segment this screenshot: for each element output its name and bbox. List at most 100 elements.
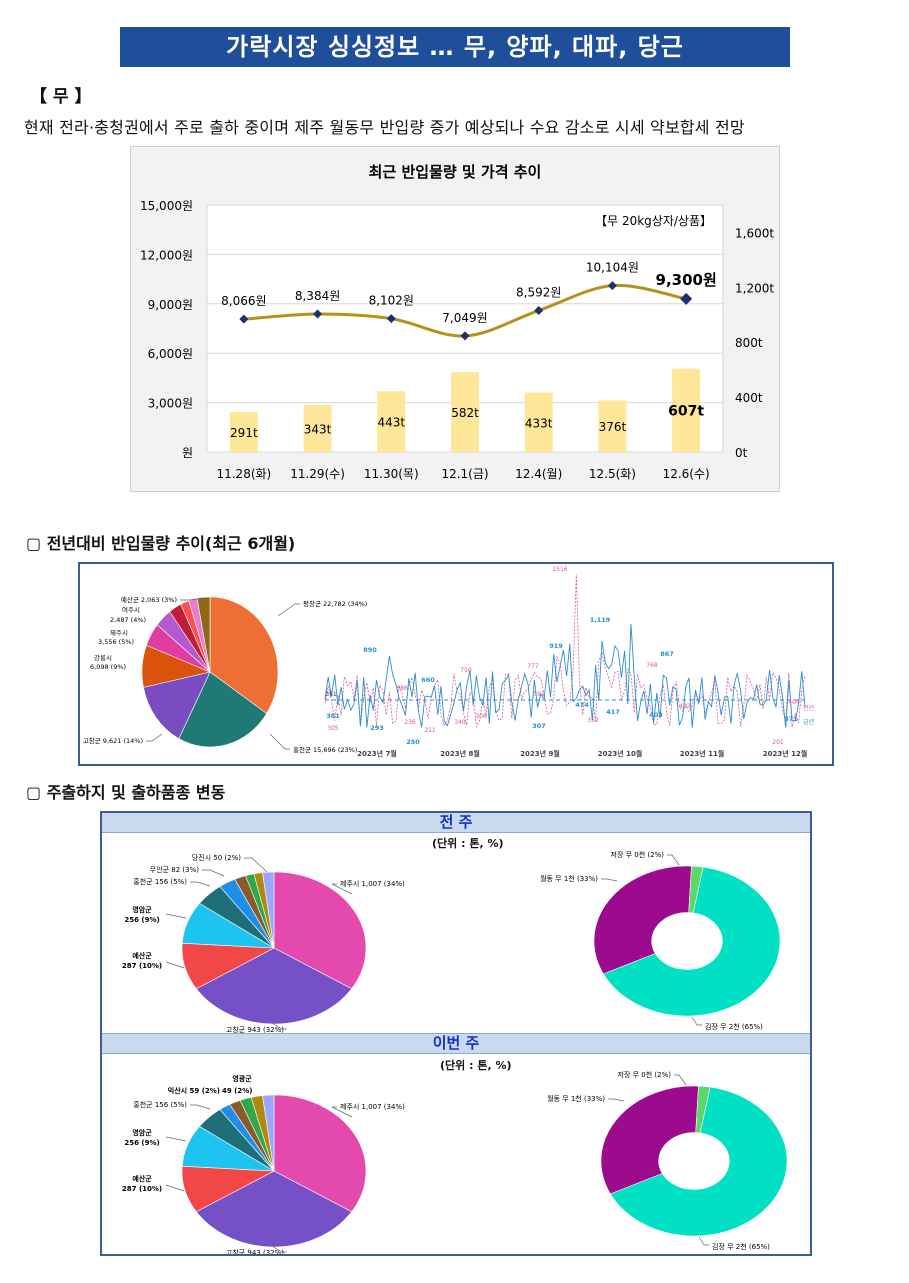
yoy-subhead: ▢ 전년대비 반입물량 추이(최근 6개월) bbox=[26, 534, 296, 553]
previous-value-label: 777 bbox=[527, 663, 539, 670]
right-tick-label: 1,200t bbox=[735, 281, 774, 295]
right-tick-label: 1,600t bbox=[735, 226, 774, 240]
previous-year-line bbox=[324, 573, 806, 729]
slice-label: 49 (2%) bbox=[222, 1087, 252, 1095]
shipping-subhead: ▢ 주출하지 및 출하품종 변동 bbox=[26, 783, 226, 802]
slice-label: 고창군 943 (32%) bbox=[226, 1249, 284, 1254]
leader-line bbox=[165, 961, 185, 969]
x-tick-label: 2023년 8월 bbox=[440, 749, 480, 758]
volume-bar bbox=[377, 391, 406, 452]
pie-slice bbox=[196, 596, 211, 673]
right-tick-label: 0t bbox=[735, 446, 748, 460]
leader-line bbox=[331, 1106, 353, 1118]
price-marker bbox=[680, 292, 693, 305]
slice-label: 영암군 bbox=[132, 1128, 152, 1137]
pie-slice bbox=[262, 1094, 275, 1172]
price-label: 8,384원 bbox=[295, 289, 340, 303]
slice-label: 익산시 59 (2%) bbox=[168, 1086, 220, 1095]
price-volume-chart: 최근 반입물량 및 가격 추이 15,000원 12,000원 9,000원 6,000… bbox=[130, 146, 780, 492]
this-week-unit: (단위 : 톤, %) bbox=[440, 1059, 512, 1072]
leader-line bbox=[146, 733, 163, 742]
leader-line bbox=[165, 1136, 187, 1142]
leader-line bbox=[271, 1022, 287, 1030]
leader-line bbox=[190, 1104, 211, 1110]
current-value-label: 250 bbox=[406, 738, 420, 746]
previous-value-label: 750 bbox=[460, 667, 472, 674]
x-tick-label: 2023년 12월 bbox=[763, 749, 808, 758]
leader-line bbox=[331, 883, 353, 895]
slice-label: 예산군 bbox=[132, 1174, 152, 1183]
pie-slice bbox=[593, 865, 692, 975]
volume-label: 582t bbox=[451, 406, 479, 420]
previous-value-label: 236 bbox=[404, 719, 416, 726]
slice-label: 월동 무 1천 (33%) bbox=[540, 874, 598, 883]
leader-line bbox=[165, 1184, 185, 1192]
right-tick-label: 800t bbox=[735, 336, 763, 350]
slice-label: 영암군 bbox=[132, 905, 152, 914]
legend-current: 금년 bbox=[803, 718, 814, 726]
pie-slice bbox=[178, 671, 268, 748]
price-label: 7,049원 bbox=[442, 311, 487, 325]
previous-value-label: 349 bbox=[454, 719, 466, 726]
slice-label: 예산군 2,063 (3%) bbox=[121, 595, 177, 604]
left-tick-label: 3,000원 bbox=[148, 397, 193, 411]
current-value-label: 1,119 bbox=[590, 616, 611, 624]
yoy-volume-svg: 평창군 22,782 (34%) 홍천군 15,696 (23%) 고창군 9,62… bbox=[83, 566, 814, 758]
leader-line bbox=[691, 1016, 702, 1026]
slice-label: 3,556 (5%) bbox=[98, 638, 134, 646]
volume-bar bbox=[229, 412, 258, 452]
slice-label: 당진시 50 (2%) bbox=[192, 853, 242, 862]
current-value-label: 867 bbox=[660, 650, 674, 658]
slice-label: 제주시 bbox=[110, 629, 128, 637]
x-tick-label: 12.1(금) bbox=[441, 467, 488, 481]
slice-label: 저장 무 0천 (2%) bbox=[618, 1070, 672, 1079]
pie-slice bbox=[273, 871, 367, 990]
price-marker bbox=[460, 331, 470, 341]
previous-value-label: 351 bbox=[325, 691, 337, 698]
slice-label: 무안군 82 (3%) bbox=[150, 865, 200, 874]
x-tick-label: 11.29(수) bbox=[290, 467, 345, 481]
x-tick-label: 2023년 7월 bbox=[357, 749, 397, 758]
current-value-label: 417 bbox=[606, 708, 620, 716]
current-value-label: 381 bbox=[326, 712, 340, 720]
section-label: 【 무 】 bbox=[30, 87, 92, 107]
slice-label: 256 (9%) bbox=[124, 916, 159, 924]
slice-label: 6,098 (9%) bbox=[90, 663, 126, 671]
previous-value-label: 768 bbox=[646, 662, 658, 669]
slice-label: 홍천군 156 (5%) bbox=[133, 877, 187, 886]
previous-value-label: 352 bbox=[587, 717, 599, 724]
pie-slice bbox=[688, 865, 704, 914]
leader-line bbox=[244, 857, 268, 873]
price-label: 8,102원 bbox=[369, 294, 414, 308]
current-value-label: 890 bbox=[363, 646, 377, 654]
price-marker bbox=[607, 281, 617, 291]
left-tick-label: 6,000원 bbox=[148, 347, 193, 361]
market-description: 현재 전라·충청권에서 주로 출하 중이며 제주 월동무 반입량 증가 예상되나… bbox=[24, 118, 745, 137]
slice-label: 여주시 bbox=[122, 605, 140, 614]
pie-slice bbox=[602, 866, 781, 1017]
volume-bar bbox=[598, 400, 627, 452]
leader-line bbox=[271, 1245, 287, 1253]
x-tick-label: 11.28(화) bbox=[216, 467, 271, 481]
price-marker bbox=[534, 306, 544, 316]
pie-slice bbox=[273, 1094, 367, 1213]
current-year-line bbox=[324, 623, 806, 728]
this-week-header: 이번 주 bbox=[102, 1033, 810, 1054]
slice-label: 강릉시 bbox=[94, 653, 112, 662]
previous-value-label: 493 bbox=[679, 703, 691, 710]
leader-line bbox=[674, 1074, 687, 1086]
slice-label: 2,487 (4%) bbox=[110, 616, 146, 624]
leader-line bbox=[202, 869, 225, 877]
prev-week-header: 전 주 bbox=[102, 813, 810, 833]
leader-line bbox=[190, 881, 211, 887]
prev-week-unit: (단위 : 톤, %) bbox=[432, 837, 504, 850]
current-value-label: 403 bbox=[649, 711, 663, 719]
volume-label: 433t bbox=[525, 416, 553, 430]
slice-label: 예산군 bbox=[132, 951, 152, 960]
volume-label: 291t bbox=[230, 426, 258, 440]
slice-label: 고창군 9,621 (14%) bbox=[83, 737, 143, 745]
previous-value-label: 201 bbox=[772, 739, 784, 746]
chart-title: 최근 반입물량 및 가격 추이 bbox=[369, 163, 542, 181]
pie-slice bbox=[143, 671, 211, 740]
pie-slice bbox=[609, 1086, 788, 1237]
